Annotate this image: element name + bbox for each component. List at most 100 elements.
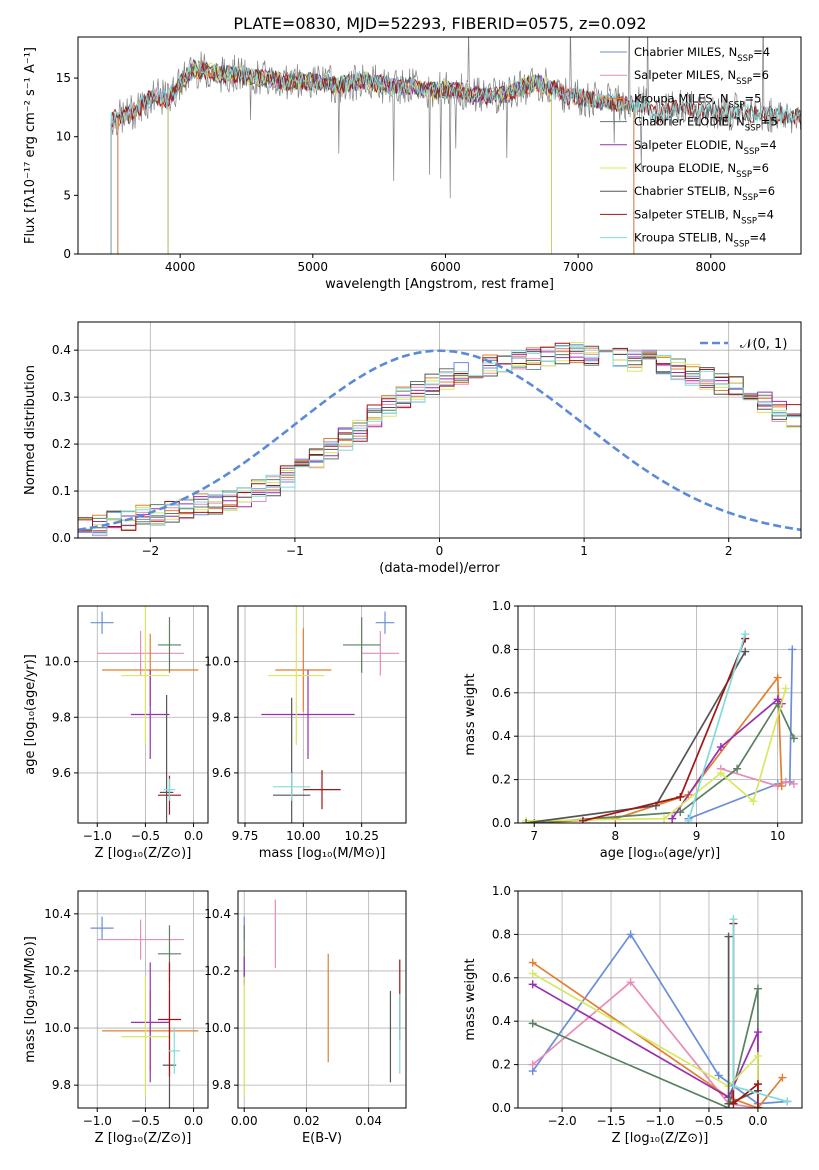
weight-marker	[684, 816, 693, 823]
legend-entry: Salpeter MILES, NSSP=6	[634, 68, 769, 87]
plot-area	[78, 891, 208, 1108]
x-axis-label: Z [log₁₀(Z/Z⊙)]	[95, 846, 192, 861]
weight-marker	[753, 1080, 762, 1089]
y-tick-label: 9.8	[52, 1078, 71, 1092]
y-tick-label: 10.0	[204, 655, 231, 669]
weight-marker	[716, 743, 725, 752]
weight-marker	[729, 1099, 738, 1108]
x-axis-label: Z [log₁₀(Z/Z⊙)]	[95, 1131, 192, 1146]
legend-entry: Chabrier MILES, NSSP=4	[634, 45, 770, 64]
weight-lines	[528, 915, 792, 1108]
weight-marker	[714, 1071, 723, 1080]
x-tick-label: −1.0	[83, 1114, 112, 1128]
panel-age-vs-metallicity: −1.0 −0.5 0.0 9.6 9.8 10.0 Z [log₁₀(Z/Z⊙)] age …	[23, 605, 209, 861]
histogram-steps	[78, 342, 801, 537]
axes-frame	[517, 605, 803, 824]
x-tick-label: 1	[580, 544, 588, 558]
weight-marker	[724, 932, 733, 941]
axes-frame	[237, 890, 407, 1109]
legend-entry: Kroupa ELODIE, NSSP=6	[634, 161, 769, 180]
y-tick-label: 1.0	[492, 884, 511, 898]
model-spectrum-line	[110, 61, 801, 254]
legend-entry: Chabrier STELIB, NSSP=6	[634, 184, 775, 203]
y-tick-label: 9.6	[212, 766, 231, 780]
y-tick-label: 10.2	[44, 964, 71, 978]
weight-marker	[729, 915, 738, 924]
legend-entry: Kroupa MILES, NSSP=5	[634, 91, 761, 110]
y-tick-label: 10.0	[44, 655, 71, 669]
y-tick-label: 15	[56, 71, 71, 85]
weight-marker	[729, 1082, 738, 1091]
y-tick-label: 0.0	[52, 531, 71, 545]
x-tick-label: 0.02	[293, 1114, 320, 1128]
plot-area	[238, 891, 406, 1108]
x-axis-label: Z [log₁₀(Z/Z⊙)]	[612, 1131, 709, 1146]
axes-frame	[77, 36, 802, 255]
weight-marker	[789, 779, 798, 788]
spectrum-lines	[110, 37, 801, 254]
gaussian-reference-curve	[78, 349, 801, 532]
weight-marker	[781, 777, 790, 786]
weight-series	[532, 980, 759, 1108]
y-tick-label: 10	[56, 130, 71, 144]
x-tick-label: 0.0	[748, 1114, 767, 1128]
y-tick-label: 0.2	[52, 437, 71, 451]
x-tick-label: 10.25	[344, 829, 378, 843]
y-tick-label: 9.8	[212, 1078, 231, 1092]
weight-marker	[668, 814, 677, 823]
x-tick-label: −2.0	[547, 1114, 576, 1128]
histogram-series	[78, 345, 801, 535]
y-tick-label: 0	[63, 247, 71, 261]
errorbar-point	[261, 669, 355, 760]
model-spectrum-line	[110, 63, 801, 254]
x-tick-label: 9	[693, 829, 701, 843]
legend-entry: Salpeter STELIB, NSSP=4	[634, 207, 774, 226]
plot-area	[518, 606, 802, 823]
errorbars	[243, 899, 401, 1097]
weight-marker	[660, 814, 669, 823]
y-tick-label: 9.8	[52, 710, 71, 724]
weight-marker	[733, 764, 742, 773]
x-tick-label: 7	[530, 829, 538, 843]
x-tick-label: −1.5	[596, 1114, 625, 1128]
errorbar-point	[157, 962, 182, 1077]
y-tick-label: 10.2	[204, 964, 231, 978]
x-tick-label: −1.0	[645, 1114, 674, 1128]
x-tick-label: 0	[436, 544, 444, 558]
errorbar-point	[121, 606, 170, 746]
x-tick-label: 0.0	[184, 829, 203, 843]
weight-marker	[578, 816, 587, 823]
legend-entry: Chabrier ELODIE, NSSP=5	[634, 115, 778, 134]
weight-marker	[753, 1104, 762, 1108]
legend-entry: 𝒩(0, 1)	[740, 337, 787, 352]
x-tick-label: 0.0	[184, 1114, 203, 1128]
errorbar-point	[130, 962, 170, 1083]
x-tick-label: −2	[141, 544, 159, 558]
weight-marker	[716, 769, 725, 778]
x-tick-label: 10	[770, 829, 785, 843]
weight-marker	[781, 684, 790, 693]
weight-marker	[753, 984, 762, 993]
y-tick-label: 0.6	[492, 686, 511, 700]
weight-marker	[788, 645, 797, 654]
x-axis-label: mass [log₁₀(M/M⊙)]	[259, 846, 386, 861]
errorbar-point	[303, 770, 341, 810]
errorbars	[261, 606, 399, 823]
x-tick-label: 8	[612, 829, 620, 843]
y-axis-label: mass [log₁₀(M/M⊙)]	[23, 936, 38, 1063]
weight-marker	[749, 797, 758, 806]
weight-marker	[753, 1028, 762, 1037]
weight-marker	[528, 980, 537, 989]
x-tick-label: −1.0	[83, 829, 112, 843]
model-spectrum-line	[110, 59, 801, 254]
y-tick-label: 1.0	[492, 599, 511, 613]
x-tick-label: 0.00	[231, 1114, 258, 1128]
weight-marker	[741, 647, 750, 656]
axes-frame	[237, 605, 407, 824]
errorbars	[90, 606, 199, 823]
x-tick-label: −0.5	[131, 1114, 160, 1128]
y-tick-label: 10.4	[44, 907, 71, 921]
y-tick-label: 0.6	[492, 971, 511, 985]
y-tick-label: 5	[63, 188, 71, 202]
x-tick-label: −0.5	[131, 829, 160, 843]
